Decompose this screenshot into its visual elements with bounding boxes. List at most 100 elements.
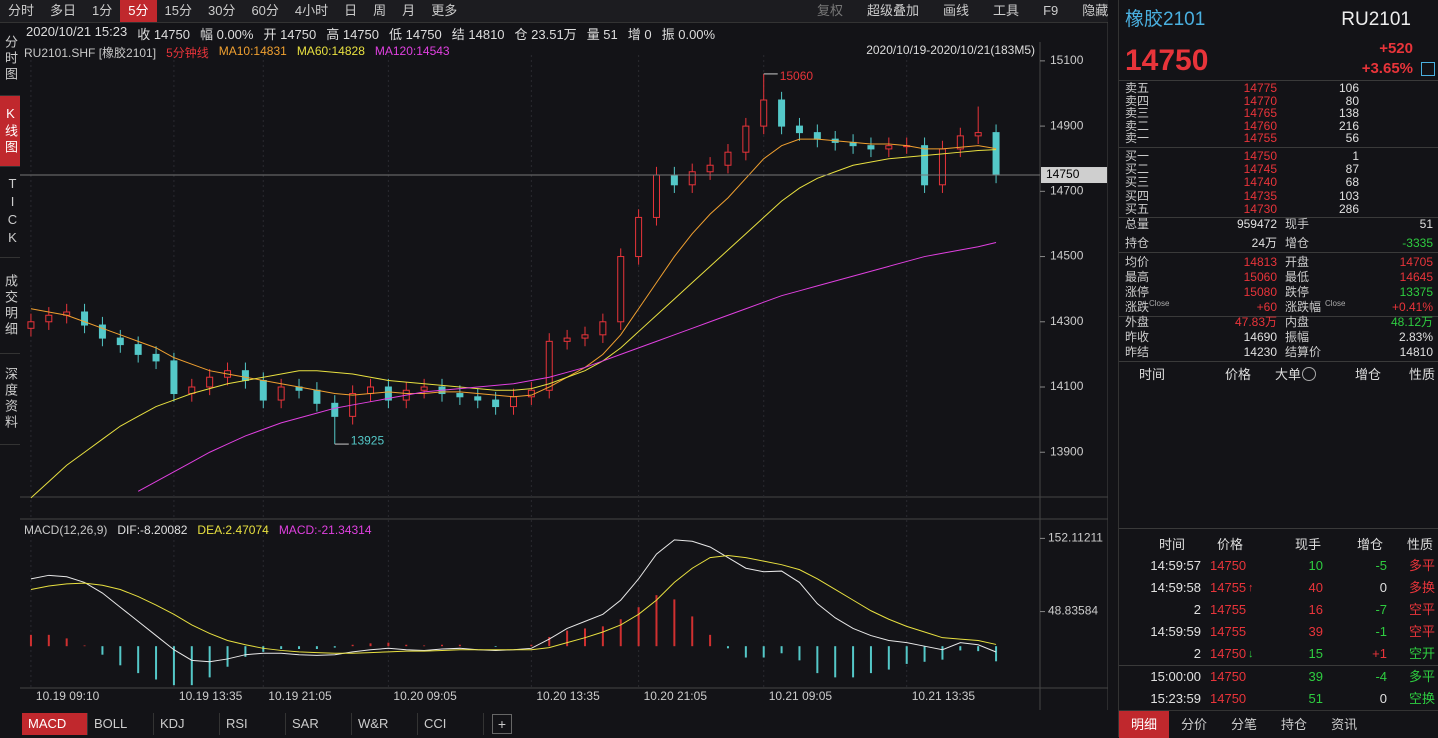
divider bbox=[1119, 217, 1438, 218]
candle-body bbox=[813, 132, 821, 140]
indicator-tab[interactable]: CCI bbox=[418, 713, 484, 735]
side-tab[interactable]: K线图 bbox=[0, 96, 20, 167]
indicator-tab[interactable]: W&R bbox=[352, 713, 418, 735]
book-price: 14745 bbox=[1243, 162, 1277, 177]
main-legend: RU2101.SHF [橡胶2101] 5分钟线 MA10:14831 MA60:14… bbox=[24, 44, 450, 61]
stat-label: 总量 bbox=[1125, 217, 1150, 231]
tool-button[interactable]: 画线 bbox=[943, 3, 970, 18]
side-tab[interactable]: 分时图 bbox=[0, 22, 20, 96]
tool-button[interactable]: 隐藏 bbox=[1082, 3, 1109, 18]
book-volume: 103 bbox=[1338, 188, 1359, 203]
indicator-tab[interactable]: BOLL bbox=[88, 713, 154, 735]
period-tab[interactable]: 更多 bbox=[431, 3, 458, 18]
book-volume: 80 bbox=[1345, 93, 1359, 108]
info-bar: 2020/10/21 15:23 收 14750 幅 0.00% 开 14750 高 1… bbox=[26, 24, 715, 43]
candle-body bbox=[724, 151, 732, 166]
stat-value: 48.12万 bbox=[1390, 315, 1433, 329]
last-price-tag bbox=[1041, 167, 1107, 184]
period-tab[interactable]: 60分 bbox=[251, 3, 279, 18]
trade-volume: 39 bbox=[1308, 669, 1323, 684]
y-tick-label: 14700 bbox=[1050, 183, 1084, 197]
book-volume: 286 bbox=[1338, 201, 1359, 216]
trade-price: 14750 bbox=[1210, 646, 1247, 661]
info-item: 量 51 bbox=[586, 27, 618, 42]
candle-body bbox=[420, 386, 428, 391]
bottom-tab[interactable]: 持仓 bbox=[1281, 717, 1308, 732]
book-volume: 106 bbox=[1338, 81, 1359, 95]
candle-body bbox=[474, 396, 482, 401]
tool-button[interactable]: 复权 bbox=[817, 3, 844, 18]
side-tab[interactable]: TICK bbox=[0, 167, 20, 258]
instrument-name: 橡胶2101 bbox=[1125, 9, 1206, 30]
bottom-tab[interactable]: 资讯 bbox=[1331, 717, 1358, 732]
info-item: 仓 23.51万 bbox=[514, 27, 577, 42]
bottom-tab[interactable]: 明细 bbox=[1119, 711, 1170, 738]
stat-label: 增仓 bbox=[1285, 236, 1310, 250]
trade-kind: 多平 bbox=[1408, 669, 1435, 684]
period-tab[interactable]: 1分 bbox=[92, 3, 113, 18]
trade-volume: 40 bbox=[1308, 580, 1323, 595]
trade-oi: -1 bbox=[1375, 624, 1387, 639]
indicator-tab[interactable]: MACD bbox=[22, 713, 88, 735]
candle-body bbox=[921, 145, 929, 186]
book-row: 卖二 14760 216 bbox=[1119, 120, 1438, 133]
period-tab[interactable]: 15分 bbox=[164, 3, 192, 18]
stat-label: 涨跌幅 bbox=[1285, 300, 1322, 314]
book-label: 卖五 bbox=[1125, 81, 1150, 95]
info-item: 结 14810 bbox=[451, 27, 505, 42]
indicator-tab[interactable]: SAR bbox=[286, 713, 352, 735]
edit-icon[interactable] bbox=[1421, 62, 1435, 76]
x-tick-label: 10.21 09:05 bbox=[769, 689, 833, 703]
divider bbox=[1119, 147, 1438, 148]
period-tab[interactable]: 5分 bbox=[120, 0, 157, 22]
column-header: 价格 bbox=[1217, 537, 1244, 552]
tool-button[interactable]: 工具 bbox=[993, 3, 1020, 18]
period-tab[interactable]: 30分 bbox=[207, 3, 236, 18]
period-tab[interactable]: 日 bbox=[344, 3, 358, 18]
side-tab[interactable]: 深度资料 bbox=[0, 354, 20, 445]
book-row: 卖三 14765 138 bbox=[1119, 107, 1438, 120]
tool-button[interactable]: F9 bbox=[1043, 3, 1059, 18]
book-price: 14760 bbox=[1243, 118, 1277, 133]
bottom-tab[interactable]: 分价 bbox=[1181, 717, 1208, 732]
period-toolbar: 分时 多日 1分 5分 15分 30分 60分 4小时日周月更多 bbox=[0, 0, 1108, 23]
period-tab[interactable]: 月 bbox=[402, 3, 416, 18]
info-item: 幅 0.00% bbox=[199, 27, 254, 42]
candle-body bbox=[742, 125, 750, 153]
divider bbox=[1119, 252, 1438, 253]
period-tab[interactable]: 多日 bbox=[50, 3, 77, 18]
legend-entry: MA10:14831 bbox=[218, 44, 287, 58]
book-volume: 138 bbox=[1338, 106, 1359, 121]
series-line bbox=[137, 242, 997, 492]
x-tick-label: 10.19 09:10 bbox=[36, 689, 100, 703]
candle-body bbox=[992, 132, 1000, 176]
settings-icon[interactable] bbox=[1302, 367, 1316, 381]
book-label: 买三 bbox=[1125, 175, 1150, 190]
stat-label: 涨停 bbox=[1125, 285, 1150, 299]
tool-button[interactable]: 超级叠加 bbox=[867, 3, 920, 18]
book-label: 买五 bbox=[1125, 201, 1150, 216]
legend-entry: RU2101.SHF [橡胶2101] bbox=[24, 46, 157, 60]
bottom-tab[interactable]: 分笔 bbox=[1231, 717, 1258, 732]
stat-value: 14230 bbox=[1243, 345, 1277, 359]
info-item: 增 0 bbox=[627, 27, 652, 42]
trade-volume: 10 bbox=[1308, 558, 1323, 573]
period-tab[interactable]: 分时 bbox=[8, 3, 35, 18]
trade-volume: 15 bbox=[1308, 646, 1323, 661]
book-row: 买五 14730 286 bbox=[1119, 201, 1438, 216]
add-indicator[interactable]: + bbox=[492, 714, 512, 734]
period-tab[interactable]: 4小时 bbox=[294, 3, 329, 18]
trade-oi: 0 bbox=[1379, 691, 1387, 706]
x-tick-label: 10.20 09:05 bbox=[393, 689, 457, 703]
legend-entry: MACD:-21.34314 bbox=[278, 523, 372, 537]
candle-body bbox=[259, 379, 267, 401]
book-price: 14735 bbox=[1243, 188, 1277, 203]
side-tab[interactable]: 成交明细 bbox=[0, 258, 20, 354]
candle-body bbox=[206, 376, 214, 388]
indicator-tab[interactable]: RSI bbox=[220, 713, 286, 735]
period-tab[interactable]: 周 bbox=[373, 3, 387, 18]
indicator-tab[interactable]: KDJ bbox=[154, 713, 220, 735]
candle-body bbox=[670, 174, 678, 186]
trade-time: 14:59:58 bbox=[1150, 580, 1201, 595]
